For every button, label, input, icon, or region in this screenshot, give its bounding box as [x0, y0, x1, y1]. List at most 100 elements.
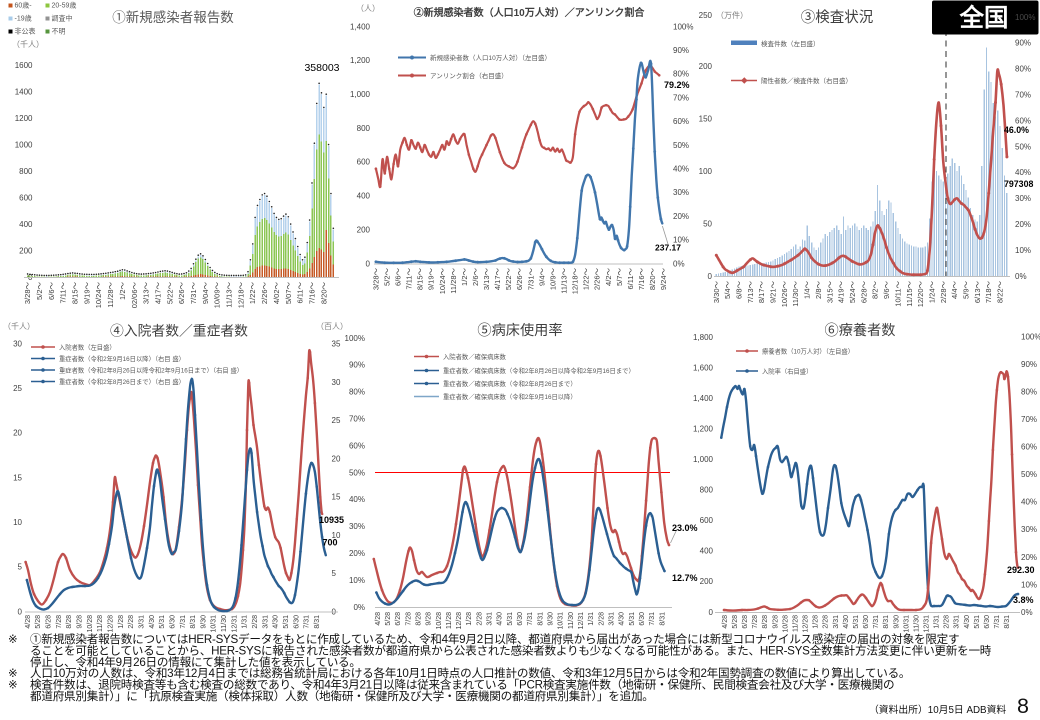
svg-text:11/28～: 11/28～	[449, 268, 458, 294]
svg-text:30: 30	[13, 339, 22, 348]
svg-text:6/6～: 6/6～	[47, 282, 56, 300]
svg-text:5/31: 5/31	[507, 612, 514, 626]
svg-text:重症者数／確保病床数（令和2年8月26日以降令和2年9月16: 重症者数／確保病床数（令和2年8月26日以降令和2年9月16日まで）	[443, 366, 635, 375]
svg-text:6/30: 6/30	[984, 615, 991, 629]
svg-text:9/04～: 9/04～	[201, 282, 210, 305]
svg-text:10/24～: 10/24～	[94, 282, 103, 309]
svg-text:6/30: 6/30	[639, 612, 646, 626]
svg-text:80%: 80%	[1015, 65, 1031, 74]
svg-text:5/28: 5/28	[35, 615, 42, 629]
svg-text:60%: 60%	[349, 441, 365, 450]
svg-text:2/28～: 2/28～	[939, 281, 948, 304]
svg-text:0: 0	[709, 608, 714, 617]
svg-text:7/28: 7/28	[56, 615, 63, 629]
svg-text:1600: 1600	[15, 61, 33, 70]
svg-text:入院者数／確保病床数: 入院者数／確保病床数	[443, 352, 507, 361]
svg-text:非公表: 非公表	[15, 27, 36, 36]
svg-text:4/30: 4/30	[619, 612, 626, 626]
svg-text:12/28: 12/28	[456, 612, 463, 630]
svg-text:9/24～: 9/24～	[659, 268, 668, 291]
svg-text:2/26～: 2/26～	[260, 282, 269, 305]
svg-text:5/07～: 5/07～	[284, 282, 293, 305]
svg-text:9/19～: 9/19～	[427, 268, 436, 291]
svg-text:2/8～: 2/8～	[814, 281, 823, 299]
svg-text:3/28～: 3/28～	[371, 268, 380, 291]
svg-text:重症者数／確保病床数（令和2年8月26日まで）: 重症者数／確保病床数（令和2年8月26日まで）	[443, 379, 577, 388]
svg-text:6/13～: 6/13～	[973, 281, 982, 304]
svg-text:5/22～: 5/22～	[165, 282, 174, 305]
svg-text:12/28: 12/28	[803, 615, 810, 633]
svg-text:7/31: 7/31	[994, 615, 1001, 629]
svg-text:400: 400	[19, 220, 33, 229]
svg-text:6/6～: 6/6～	[394, 268, 403, 286]
svg-text:7/13～: 7/13～	[746, 281, 755, 304]
svg-text:5/31: 5/31	[159, 615, 166, 629]
svg-text:02/06～: 02/06～	[130, 282, 139, 309]
svg-text:600: 600	[357, 158, 371, 167]
svg-text:800: 800	[700, 486, 714, 495]
svg-text:90%: 90%	[1015, 39, 1031, 48]
svg-text:40%: 40%	[673, 165, 689, 174]
svg-text:25: 25	[13, 384, 22, 393]
svg-text:50%: 50%	[673, 141, 689, 150]
svg-text:10/31: 10/31	[903, 615, 910, 633]
svg-text:12.7%: 12.7%	[672, 573, 698, 583]
svg-text:⑤病床使用率: ⑤病床使用率	[477, 322, 562, 339]
svg-text:40%: 40%	[349, 495, 365, 504]
svg-text:人口10万対の人数は、令和3年12月4日までは総務省統計局に: 人口10万対の人数は、令和3年12月4日までは総務省統計局における各年10月1日…	[30, 666, 910, 680]
svg-text:50%: 50%	[1021, 470, 1037, 479]
svg-text:80%: 80%	[673, 70, 689, 79]
svg-text:5/7～: 5/7～	[615, 268, 624, 286]
svg-text:8/31: 8/31	[190, 615, 197, 629]
svg-text:40%: 40%	[1015, 168, 1031, 177]
svg-text:4/17～: 4/17～	[153, 282, 162, 305]
svg-text:600: 600	[19, 193, 33, 202]
svg-text:全国: 全国	[959, 3, 1009, 32]
svg-text:25: 25	[332, 416, 341, 425]
svg-text:8/31: 8/31	[314, 615, 321, 629]
svg-text:400: 400	[700, 547, 714, 556]
svg-text:10/11～: 10/11～	[893, 281, 902, 307]
svg-text:重症者数（令和2年8月26日以降令和2年9月16日まで）（右: 重症者数（令和2年8月26日以降令和2年9月16日まで）（右目 盛）	[59, 366, 243, 375]
svg-text:7/31: 7/31	[873, 615, 880, 629]
svg-text:11/15～: 11/15～	[905, 281, 914, 307]
svg-text:4/28: 4/28	[722, 615, 729, 629]
svg-text:70%: 70%	[1021, 415, 1037, 424]
svg-text:4/30: 4/30	[149, 615, 156, 629]
svg-text:30: 30	[332, 378, 341, 387]
svg-text:6/28: 6/28	[46, 615, 53, 629]
svg-text:1,400: 1,400	[350, 22, 371, 31]
svg-text:292.30: 292.30	[1007, 565, 1035, 575]
svg-text:4/28: 4/28	[25, 615, 32, 629]
svg-text:0: 0	[366, 259, 371, 268]
svg-text:ることを可能としていることから、HER-SYSに報告された感: ることを可能としていることから、HER-SYSに報告された感染者数が都道府県から…	[30, 643, 992, 657]
svg-text:12/18～: 12/18～	[236, 282, 245, 309]
svg-text:（千人）: （千人）	[12, 39, 44, 49]
svg-text:（千人）: （千人）	[3, 321, 35, 331]
svg-text:11/30～: 11/30～	[791, 281, 800, 307]
svg-text:1/22～: 1/22～	[248, 282, 257, 305]
svg-text:8/15～: 8/15～	[416, 268, 425, 291]
svg-text:新規感染者数（人口10万人対）（左目盛）: 新規感染者数（人口10万人対）（左目盛）	[430, 53, 551, 62]
svg-text:46.0%: 46.0%	[1004, 125, 1029, 135]
svg-text:200: 200	[357, 225, 371, 234]
svg-text:②新規感染者数（人口10万人対）／アンリンク割合: ②新規感染者数（人口10万人対）／アンリンク割合	[414, 6, 646, 19]
svg-text:③検査状況: ③検査状況	[801, 9, 874, 26]
svg-text:12/31: 12/31	[578, 612, 585, 630]
svg-text:11/13～: 11/13～	[225, 282, 234, 308]
svg-text:8/20～: 8/20～	[648, 268, 657, 291]
svg-text:10%: 10%	[1021, 580, 1037, 589]
svg-text:100%: 100%	[673, 22, 693, 31]
svg-text:7/28: 7/28	[752, 615, 759, 629]
svg-text:8/20～: 8/20～	[319, 282, 328, 305]
svg-text:3/13～: 3/13～	[482, 268, 491, 291]
svg-text:3/28～: 3/28～	[23, 282, 32, 305]
svg-text:9/19～: 9/19～	[82, 282, 91, 305]
svg-text:0%: 0%	[353, 603, 365, 612]
svg-text:8/15～: 8/15～	[71, 282, 80, 305]
svg-text:4/17～: 4/17～	[493, 268, 502, 291]
svg-text:5: 5	[332, 569, 337, 578]
svg-text:（百人）: （百人）	[316, 322, 348, 331]
svg-text:9/30: 9/30	[200, 615, 207, 629]
svg-text:60%: 60%	[673, 117, 689, 126]
